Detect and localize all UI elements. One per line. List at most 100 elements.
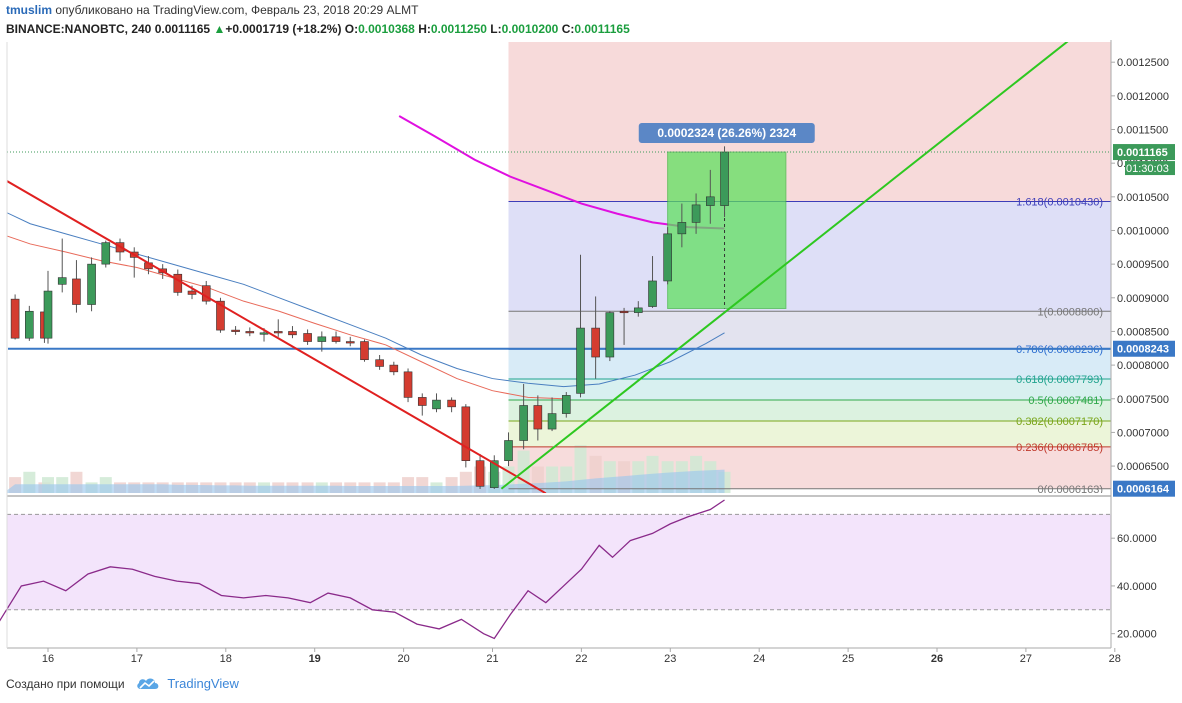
countdown-badge: 01:30:03: [1126, 163, 1169, 175]
level-badge-box: [1113, 340, 1175, 357]
price-tick-label: 0.0012500: [1117, 57, 1169, 69]
candle: [605, 312, 615, 358]
fib-zone: [508, 379, 1111, 401]
measure-label: 0.0002324 (26.26%) 2324: [657, 126, 796, 140]
fib-zone: [508, 420, 1111, 447]
candle: [489, 460, 499, 488]
last-price: 0.0011165: [154, 22, 211, 36]
close-value: 0.0011165: [574, 22, 630, 36]
candle: [72, 278, 81, 305]
symbol-ohlc: BINANCE:NANOBTC, 240 0.0011165 ▲+0.00017…: [6, 22, 630, 36]
candle: [25, 310, 34, 339]
candle: [273, 331, 283, 334]
volume-ma-area: [7, 469, 725, 493]
candle: [10, 298, 20, 339]
candle: [187, 290, 197, 295]
time-label-17: 17: [131, 653, 143, 665]
price-tick-label: 0.0009500: [1117, 259, 1169, 271]
open-label: O:: [344, 22, 359, 36]
up-arrow-icon: ▲: [213, 22, 226, 36]
candle: [591, 327, 600, 358]
candle: [360, 341, 369, 361]
candle: [648, 280, 657, 307]
fib-label-1: 1(0.0008800): [1038, 306, 1103, 318]
candle: [389, 364, 399, 373]
tradingview-cloud-icon[interactable]: [136, 676, 160, 693]
price-tick-label: 0.0009000: [1117, 293, 1169, 305]
price-tick-label: 0.0007000: [1117, 427, 1169, 439]
price-tick-label: 0.0012000: [1117, 91, 1169, 103]
candle: [375, 359, 384, 367]
fib-label-0.236: 0.236(0.0006785): [1016, 442, 1103, 454]
candle: [231, 329, 240, 332]
candle: [288, 331, 297, 336]
rsi-tick-label: 60.0000: [1117, 533, 1157, 545]
candle: [345, 341, 355, 344]
candle: [619, 310, 629, 314]
fib-label-0.5: 0.5(0.0007481): [1028, 395, 1103, 407]
price-tick-label: 0.0008500: [1117, 326, 1169, 338]
countdown-box: [1125, 161, 1175, 176]
candle: [43, 290, 53, 339]
high-label: H:: [418, 22, 431, 36]
candle: [561, 395, 571, 414]
candle: [101, 242, 111, 265]
rsi-line: [0, 499, 725, 640]
candle: [57, 277, 67, 285]
candle: [245, 331, 255, 334]
time-label-22: 22: [575, 653, 587, 665]
trendline-downtrend: [7, 179, 547, 493]
candle: [691, 204, 701, 223]
fib-zone: [508, 201, 1111, 312]
time-label-28: 28: [1109, 653, 1121, 665]
price-tick-label: 0.0008000: [1117, 360, 1169, 372]
time-label-21: 21: [486, 653, 498, 665]
price-pane: 1.618(0.0010430) 1(0.0008800) 0.786(0.0008…: [7, 42, 1111, 496]
candle: [403, 371, 413, 398]
time-label-19: 19: [309, 653, 321, 665]
candle: [432, 399, 441, 410]
published-text: опубликовано на TradingView.com, Февраль…: [55, 3, 419, 17]
candle: [475, 460, 485, 487]
time-label-25: 25: [842, 653, 854, 665]
current-price-badge: 0.0011165: [1117, 147, 1168, 159]
low-label: L:: [490, 22, 502, 36]
price-tick-label: 0.0007500: [1117, 394, 1169, 406]
candle: [547, 413, 557, 430]
price-change: +0.0001719 (+18.2%): [225, 22, 342, 36]
fib0-badge-box: [1113, 480, 1175, 497]
tradingview-brand[interactable]: TradingView: [167, 676, 239, 691]
candle: [677, 222, 687, 235]
moving-average-1: [7, 212, 725, 388]
low-value: 0.0010200: [501, 22, 559, 36]
candle: [504, 440, 513, 461]
fib-label-0: 0(0.0006163): [1038, 484, 1103, 496]
high-value: 0.0011250: [430, 22, 487, 36]
rsi-tick-label: 40.0000: [1117, 581, 1157, 593]
price-tick-label: 0.0010500: [1117, 192, 1169, 204]
username-link[interactable]: tmuslim: [6, 3, 53, 17]
candle: [720, 151, 729, 206]
candle: [216, 300, 225, 331]
time-label-16: 16: [42, 653, 54, 665]
price-tick-label: 0.0010000: [1117, 225, 1169, 237]
candle: [633, 307, 643, 313]
candle: [663, 233, 672, 282]
close-label: C:: [561, 22, 575, 36]
fib-zone-top: [508, 42, 1111, 202]
candle: [706, 196, 715, 206]
measure-label-box: [638, 123, 815, 144]
candle: [461, 406, 471, 461]
candle: [533, 405, 543, 430]
price-tick-label: 0.0006500: [1117, 461, 1169, 473]
candle: [303, 333, 312, 342]
symbol-label[interactable]: BINANCE:NANOBTC, 240: [6, 22, 152, 36]
candle: [447, 399, 456, 408]
open-value: 0.0010368: [358, 22, 415, 36]
time-label-18: 18: [220, 653, 232, 665]
candle: [173, 273, 183, 293]
price-tick-label: 0.0011500: [1117, 125, 1168, 137]
rsi-tick-label: 20.0000: [1117, 629, 1157, 641]
rsi-pane: [0, 499, 1111, 640]
